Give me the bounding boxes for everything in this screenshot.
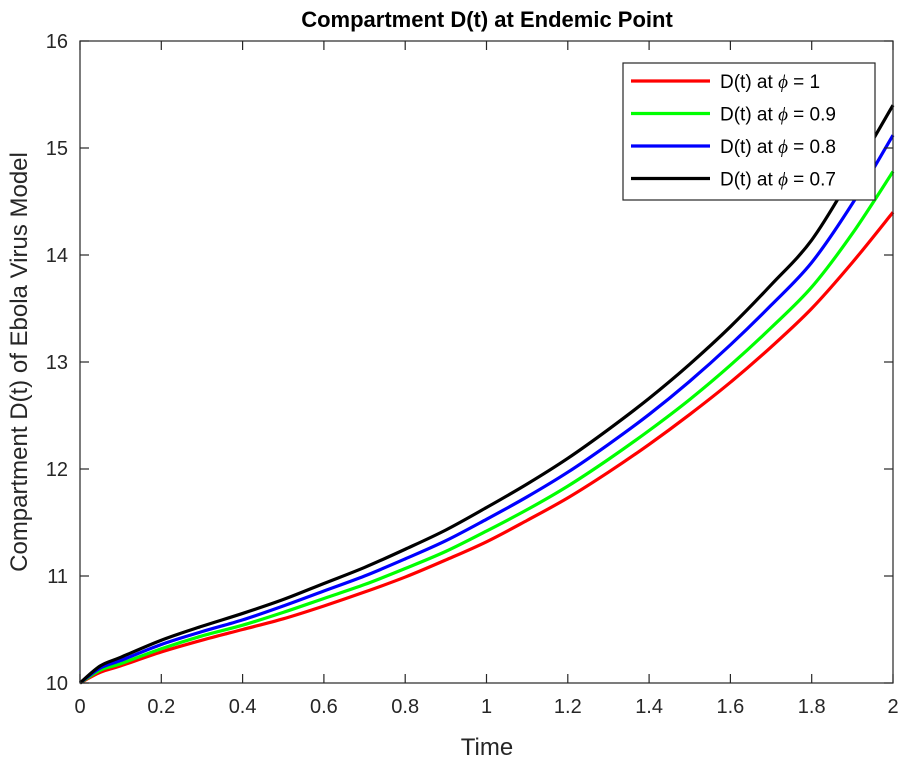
series-line-2 xyxy=(79,134,895,685)
x-tick-label: 1 xyxy=(481,696,492,718)
series-layer xyxy=(78,104,895,685)
series-line-0 xyxy=(79,211,895,685)
x-tick-label: 0.6 xyxy=(310,696,338,718)
legend-label-1: D(t) at ϕ = 0.9 xyxy=(720,105,836,126)
chart-title: Compartment D(t) at Endemic Point xyxy=(301,7,673,32)
x-axis-title: Time xyxy=(461,734,513,761)
y-tick-label: 15 xyxy=(46,138,68,160)
x-tick-label: 0.8 xyxy=(391,696,419,718)
series-line-1 xyxy=(79,170,895,685)
y-tick-label: 14 xyxy=(46,245,68,267)
x-tick-label: 0.4 xyxy=(229,696,257,718)
x-tick-label: 2 xyxy=(887,696,898,718)
legend-label-2: D(t) at ϕ = 0.8 xyxy=(720,137,836,158)
series-line-3 xyxy=(78,104,895,685)
x-tick-label: 1.4 xyxy=(635,696,663,718)
x-tick-label: 1.8 xyxy=(798,696,826,718)
x-tick-label: 1.6 xyxy=(716,696,744,718)
x-tick-label: 0 xyxy=(74,696,85,718)
legend-label-3: D(t) at ϕ = 0.7 xyxy=(720,170,836,191)
axes-box xyxy=(79,40,894,684)
y-tick-label: 16 xyxy=(46,31,68,53)
y-tick-label: 10 xyxy=(46,673,68,695)
x-tick-label: 0.2 xyxy=(147,696,175,718)
y-axis-title: Compartment D(t) of Ebola Virus Model xyxy=(6,152,33,572)
tick-layer: 0 0.2 0.4 0.6 0.8 1 1.2 1.4 1.6 1.8 2 10 11 12 13 14 15 1… xyxy=(46,31,899,718)
y-tick-label: 13 xyxy=(46,352,68,374)
y-tick-label: 12 xyxy=(46,459,68,481)
legend-label-0: D(t) at ϕ = 1 xyxy=(720,72,820,93)
y-tick-label: 11 xyxy=(47,566,68,588)
legend: D(t) at ϕ = 1 D(t) at ϕ = 0.9 D(t) at ϕ = … xyxy=(622,62,876,201)
x-tick-label: 1.2 xyxy=(554,696,582,718)
